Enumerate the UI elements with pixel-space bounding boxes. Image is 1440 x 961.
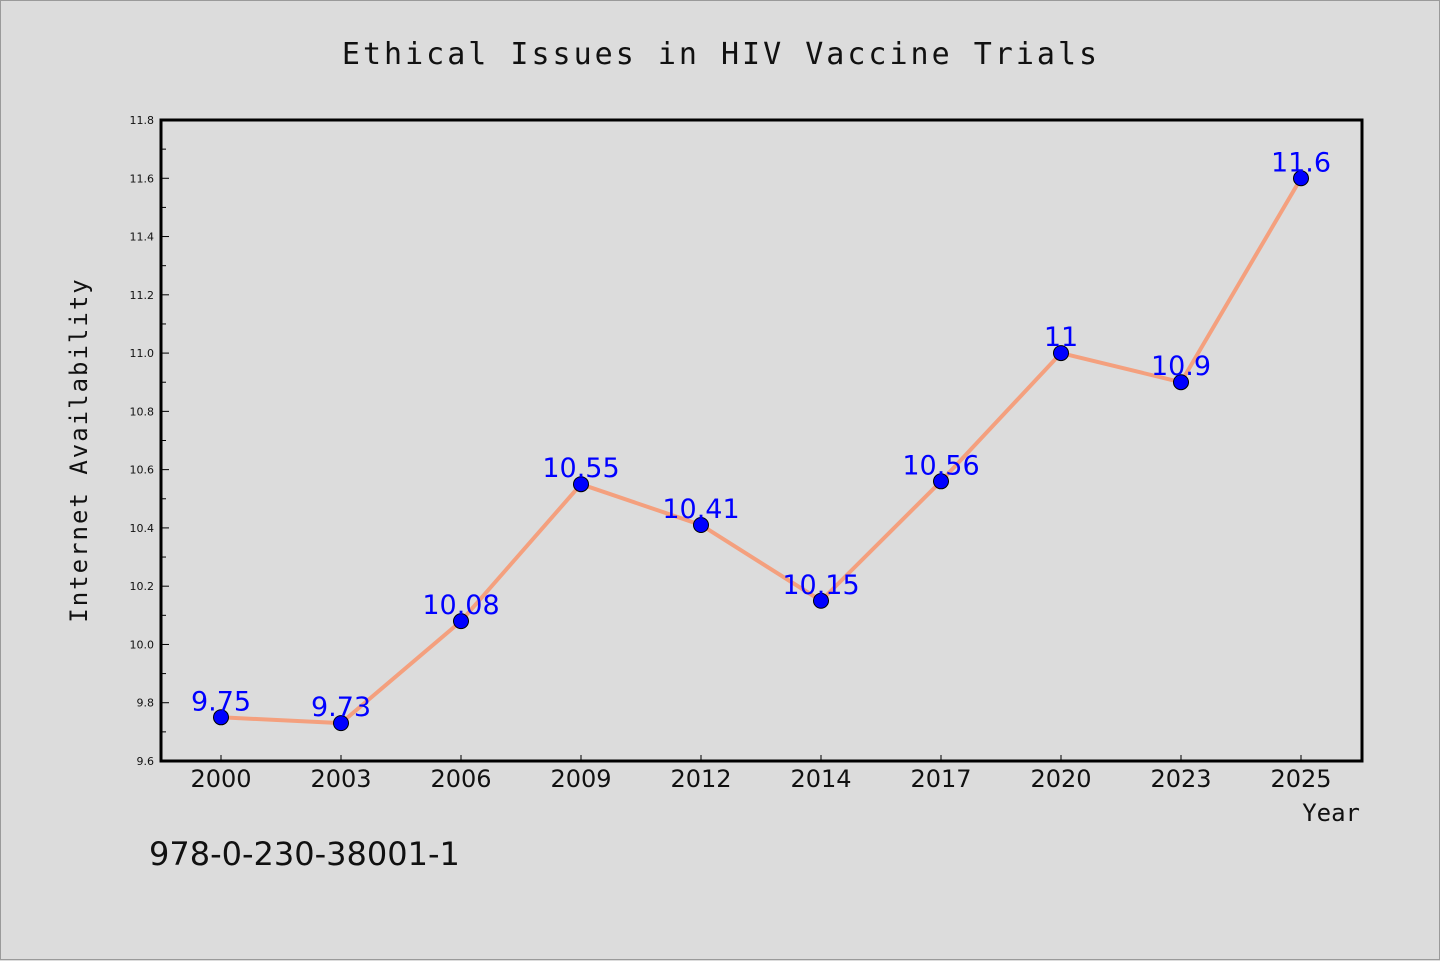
data-label: 10.08 <box>422 590 499 621</box>
data-label: 9.73 <box>311 692 371 723</box>
x-tick-label: 2025 <box>1270 765 1331 793</box>
data-point <box>1173 374 1189 391</box>
y-tick-label: 10.2 <box>130 580 155 593</box>
data-point <box>333 715 349 732</box>
data-label: 10.56 <box>902 450 979 481</box>
x-tick-label: 2023 <box>1150 765 1211 793</box>
x-tick-label: 2003 <box>310 765 371 793</box>
data-label: 10.15 <box>782 570 859 601</box>
x-axis-label: Year <box>1302 799 1360 827</box>
plot-area <box>159 118 1364 763</box>
y-tick-label: 11.4 <box>130 231 155 244</box>
series-line-group <box>219 176 1303 726</box>
x-tick-label: 2000 <box>190 765 251 793</box>
data-point <box>453 613 469 630</box>
data-label: 11.6 <box>1271 147 1331 178</box>
data-point <box>213 709 229 726</box>
data-point <box>1053 345 1069 362</box>
x-tick-label: 2009 <box>550 765 611 793</box>
data-label-group: 9.75 9.73 10.08 10.55 10.41 10.15 10.56 11 10.9 1… <box>191 147 1331 723</box>
y-tick-label: 11.0 <box>130 347 155 360</box>
y-tick-label: 10.6 <box>130 464 155 477</box>
x-axis: 2000 2003 2006 2009 2012 2014 2017 2020 2023 2025 <box>190 755 1332 793</box>
isbn-footer: 978-0-230-38001-1 <box>149 835 460 873</box>
y-tick-label: 10.8 <box>130 405 155 418</box>
y-axis: 9.6 9.8 10.0 10.2 10.4 10.6 10.8 11.0 11.2 11.4 11… <box>130 114 169 768</box>
y-tick-label: 10.0 <box>130 638 155 651</box>
series-line <box>219 176 1303 726</box>
x-tick-label: 2012 <box>670 765 731 793</box>
chart-title: Ethical Issues in HIV Vaccine Trials <box>342 37 1100 72</box>
data-point <box>933 473 949 490</box>
y-tick-label: 11.6 <box>130 172 155 185</box>
data-point <box>1293 170 1309 187</box>
x-tick-label: 2020 <box>1030 765 1091 793</box>
data-label: 10.41 <box>662 494 739 525</box>
data-label: 9.75 <box>191 686 251 717</box>
data-point <box>813 592 829 609</box>
data-point <box>693 516 709 533</box>
y-tick-label: 10.4 <box>130 522 155 535</box>
x-tick-label: 2017 <box>910 765 971 793</box>
y-tick-label: 11.8 <box>130 114 155 127</box>
y-tick-label: 9.6 <box>137 755 155 768</box>
x-tick-label: 2014 <box>790 765 851 793</box>
y-tick-label: 11.2 <box>130 289 155 302</box>
data-label: 11 <box>1044 322 1078 353</box>
data-point <box>573 476 589 493</box>
data-label: 10.9 <box>1151 351 1211 382</box>
y-tick-label: 9.8 <box>137 697 155 710</box>
y-axis-label: Internet Availability <box>65 277 93 622</box>
x-tick-label: 2006 <box>430 765 491 793</box>
data-label: 10.55 <box>542 453 619 484</box>
marker-group <box>213 170 1309 732</box>
